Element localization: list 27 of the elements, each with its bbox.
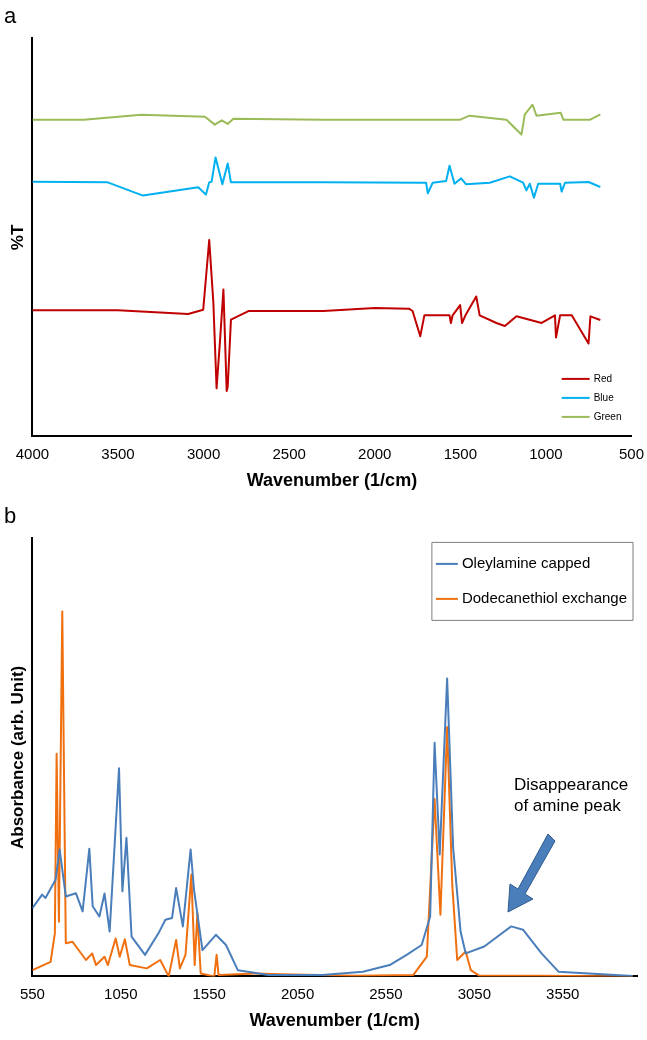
x-tick-label: 3050 bbox=[457, 984, 492, 1002]
y-axis-title: %T bbox=[7, 224, 27, 251]
x-tick-label: 1500 bbox=[443, 444, 478, 462]
x-tick-label: 2500 bbox=[272, 444, 306, 462]
x-axis-title: Wavenumber (1/cm) bbox=[249, 1010, 420, 1031]
x-tick-label: 3000 bbox=[186, 444, 221, 462]
x-tick-label: 2050 bbox=[280, 984, 315, 1002]
x-tick-label: 1550 bbox=[192, 984, 226, 1002]
x-tick-label: 550 bbox=[19, 984, 45, 1002]
legend-label: Red bbox=[593, 372, 613, 384]
x-tick-label: 3550 bbox=[546, 984, 580, 1002]
chart-title: a bbox=[4, 3, 17, 29]
x-tick-label: 500 bbox=[618, 444, 644, 462]
legend-label: Dodecanethiol exchange bbox=[461, 589, 627, 607]
x-axis-title: Wavenumber (1/cm) bbox=[246, 470, 418, 491]
x-tick-label: 3500 bbox=[101, 444, 135, 462]
x-tick-label: 2550 bbox=[369, 984, 403, 1002]
legend-label: Oleylamine capped bbox=[461, 554, 591, 572]
x-tick-label: 1050 bbox=[104, 984, 138, 1002]
legend-label: Green bbox=[593, 410, 622, 422]
x-tick-label: 1000 bbox=[529, 444, 563, 462]
x-tick-label: 4000 bbox=[15, 444, 50, 462]
x-tick-label: 2000 bbox=[358, 444, 392, 462]
y-axis-title: Absorbance (arb. Unit) bbox=[7, 665, 27, 850]
annotation: Disappearance of amine peak bbox=[513, 773, 630, 816]
legend-label: Blue bbox=[593, 391, 615, 403]
chart-title: b bbox=[4, 503, 17, 529]
